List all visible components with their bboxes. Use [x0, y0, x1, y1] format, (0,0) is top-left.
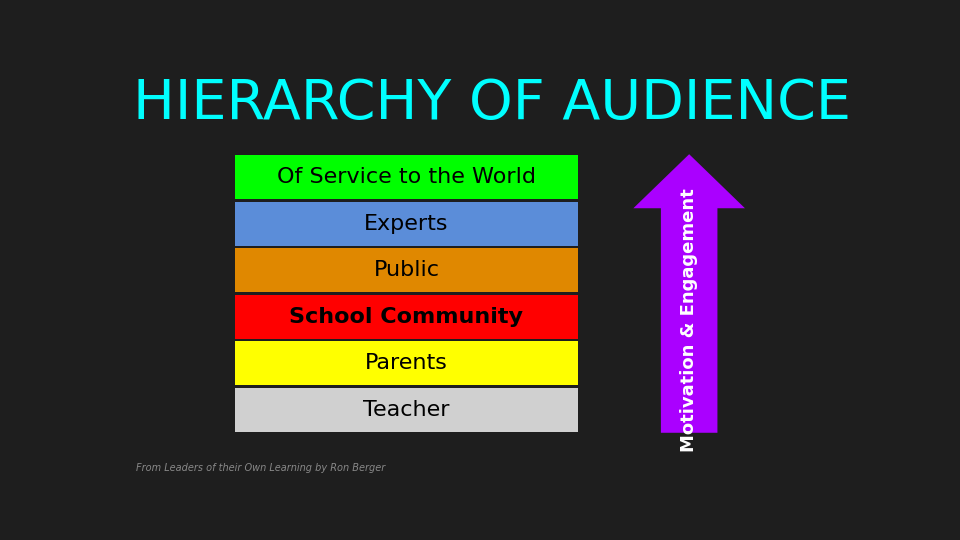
Text: School Community: School Community: [290, 307, 523, 327]
Text: Public: Public: [373, 260, 440, 280]
FancyBboxPatch shape: [235, 156, 578, 199]
FancyBboxPatch shape: [235, 202, 578, 246]
Text: From Leaders of their Own Learning by Ron Berger: From Leaders of their Own Learning by Ro…: [136, 463, 386, 473]
Text: HIERARCHY OF AUDIENCE: HIERARCHY OF AUDIENCE: [133, 77, 851, 131]
FancyBboxPatch shape: [235, 341, 578, 385]
Text: Experts: Experts: [364, 214, 448, 234]
Text: Teacher: Teacher: [363, 400, 449, 420]
Text: Of Service to the World: Of Service to the World: [276, 167, 536, 187]
Text: Motivation & Engagement: Motivation & Engagement: [680, 188, 698, 453]
Text: Parents: Parents: [365, 353, 448, 373]
FancyBboxPatch shape: [235, 295, 578, 339]
Polygon shape: [634, 154, 745, 433]
FancyBboxPatch shape: [235, 248, 578, 292]
FancyBboxPatch shape: [235, 388, 578, 431]
